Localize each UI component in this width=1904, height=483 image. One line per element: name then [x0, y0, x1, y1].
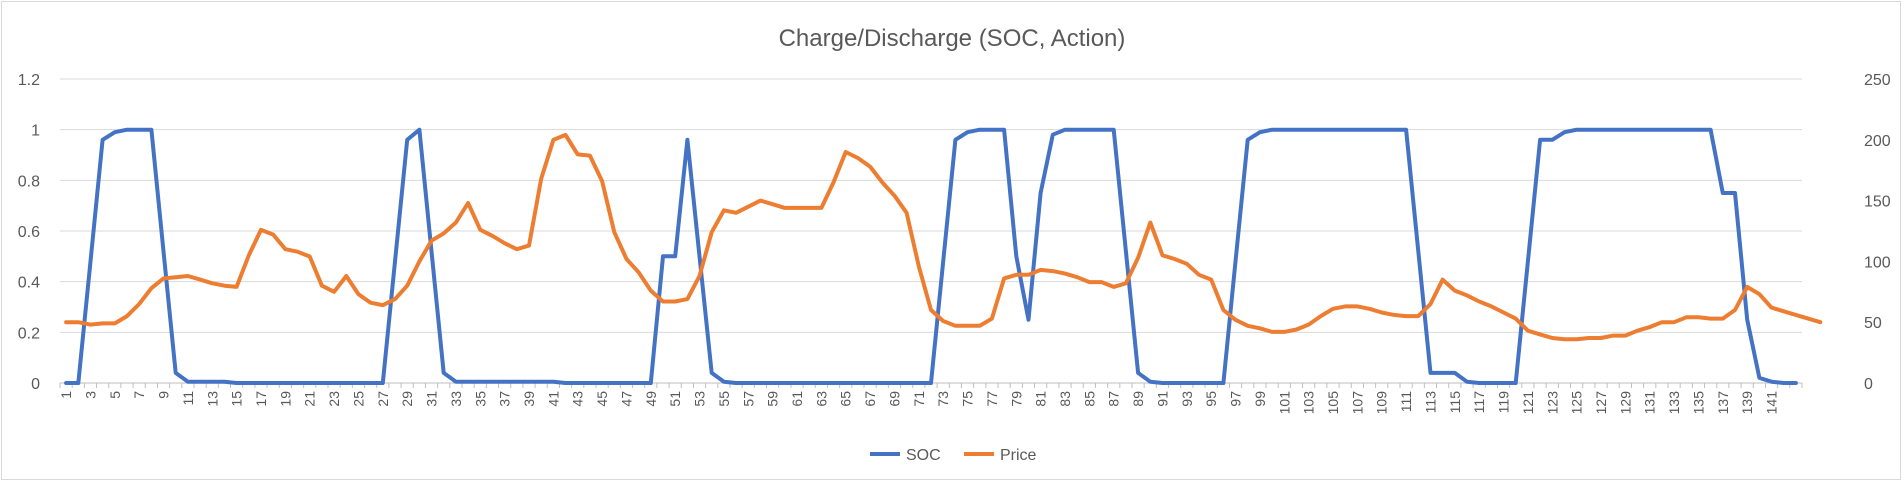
x-tick-label: 95 — [1203, 391, 1219, 407]
series-line-soc — [64, 127, 1798, 385]
y-tick-label: 0.2 — [18, 325, 40, 342]
x-tick-label: 9 — [156, 391, 172, 399]
x-tick-label: 87 — [1106, 391, 1122, 407]
x-tick-label: 105 — [1325, 391, 1341, 415]
x-tick-label: 7 — [131, 391, 147, 399]
y-tick-label: 0.8 — [18, 173, 40, 190]
x-tick-label: 41 — [545, 391, 561, 407]
y-tick-label: 1 — [31, 123, 40, 140]
x-tick-label: 23 — [326, 391, 342, 407]
series-line-price — [64, 132, 1823, 342]
x-tick-label: 3 — [82, 391, 98, 399]
x-tick-label: 121 — [1520, 391, 1536, 415]
x-tick-label: 73 — [935, 391, 951, 407]
y-tick-label: 1.2 — [18, 72, 40, 89]
x-tick-label: 97 — [1228, 391, 1244, 407]
x-tick-label: 59 — [765, 391, 781, 407]
y2-tick-label: 0 — [1864, 376, 1873, 393]
x-tick-label: 113 — [1422, 391, 1438, 414]
x-tick-label: 49 — [643, 391, 659, 407]
x-tick-label: 69 — [886, 391, 902, 407]
x-tick-label: 119 — [1496, 391, 1512, 414]
x-tick-label: 101 — [1276, 391, 1292, 415]
x-tick-label: 43 — [570, 391, 586, 407]
x-tick-label: 99 — [1252, 391, 1268, 407]
x-tick-label: 55 — [716, 391, 732, 407]
x-tick-label: 127 — [1593, 391, 1609, 415]
x-tick-label: 39 — [521, 391, 537, 407]
x-tick-label: 117 — [1471, 391, 1487, 414]
x-tick-label: 93 — [1179, 391, 1195, 407]
y2-tick-label: 250 — [1864, 72, 1891, 89]
x-tick-label: 83 — [1057, 391, 1073, 407]
x-tick-label: 139 — [1739, 391, 1755, 415]
x-tick-label: 21 — [302, 391, 318, 407]
x-tick-label: 103 — [1301, 391, 1317, 415]
y-tick-label: 0.4 — [18, 275, 40, 292]
gridlines — [60, 78, 1802, 384]
y2-tick-label: 100 — [1864, 254, 1891, 271]
x-tick-label: 29 — [399, 391, 415, 407]
x-tick-label: 17 — [253, 391, 269, 407]
x-tick-label: 25 — [350, 391, 366, 407]
x-tick-label: 51 — [667, 391, 683, 407]
x-tick-label: 109 — [1374, 391, 1390, 415]
x-tick-label: 85 — [1081, 391, 1097, 407]
x-tick-label: 35 — [472, 391, 488, 407]
y2-tick-label: 150 — [1864, 194, 1891, 211]
x-axis: 1 3 5 7 9 11 13 15 17 19 21 23 25 27 29 31 33 35 37 39 41 43 4… — [58, 382, 1803, 415]
chart-title: Charge/Discharge (SOC, Action) — [779, 25, 1126, 52]
x-tick-label: 11 — [180, 391, 196, 406]
x-tick-label: 13 — [204, 391, 220, 407]
x-tick-label: 89 — [1130, 391, 1146, 407]
x-tick-label: 61 — [789, 391, 805, 407]
y2-tick-label: 50 — [1864, 315, 1882, 332]
y2-tick-label: 200 — [1864, 133, 1891, 150]
x-tick-label: 27 — [375, 391, 391, 407]
x-tick-label: 125 — [1569, 391, 1585, 415]
x-tick-label: 131 — [1642, 391, 1658, 415]
x-tick-label: 107 — [1349, 391, 1365, 415]
x-tick-label: 65 — [838, 391, 854, 407]
x-tick-label: 129 — [1617, 391, 1633, 415]
x-tick-label: 57 — [740, 391, 756, 407]
legend-label-price: Price — [1000, 447, 1037, 464]
right-y-axis: 0 50 100 150 200 250 — [1864, 72, 1891, 393]
x-tick-label: 111 — [1398, 391, 1414, 412]
x-tick-label: 133 — [1666, 391, 1682, 415]
x-tick-label: 33 — [448, 391, 464, 407]
left-y-axis: 0 0.2 0.4 0.6 0.8 1 1.2 — [18, 72, 40, 393]
x-tick-label: 1 — [58, 391, 74, 399]
x-tick-label: 63 — [813, 391, 829, 407]
series-layer — [64, 127, 1823, 385]
x-tick-label: 81 — [1033, 391, 1049, 407]
legend-label-soc: SOC — [906, 447, 941, 464]
x-tick-label: 53 — [692, 391, 708, 407]
x-tick-label: 77 — [984, 391, 1000, 407]
x-tick-label: 67 — [862, 391, 878, 407]
x-tick-label: 47 — [618, 391, 634, 407]
x-tick-label: 15 — [229, 391, 245, 407]
x-tick-label: 37 — [497, 391, 513, 407]
x-tick-label: 141 — [1764, 391, 1780, 415]
x-tick-label: 123 — [1544, 391, 1560, 415]
x-tick-label: 31 — [424, 391, 440, 407]
legend: SOC Price — [870, 447, 1037, 464]
y-tick-label: 0.6 — [18, 224, 40, 241]
x-tick-label: 135 — [1690, 391, 1706, 415]
x-tick-label: 19 — [277, 391, 293, 407]
x-tick-label: 5 — [107, 391, 123, 399]
x-tick-label: 91 — [1154, 391, 1170, 407]
x-tick-label: 75 — [960, 391, 976, 407]
x-tick-label: 79 — [1008, 391, 1024, 407]
y-tick-label: 0 — [31, 376, 40, 393]
x-tick-label: 115 — [1447, 391, 1463, 414]
x-tick-label: 71 — [911, 391, 927, 407]
x-tick-label: 45 — [594, 391, 610, 407]
x-tick-label: 137 — [1715, 391, 1731, 415]
